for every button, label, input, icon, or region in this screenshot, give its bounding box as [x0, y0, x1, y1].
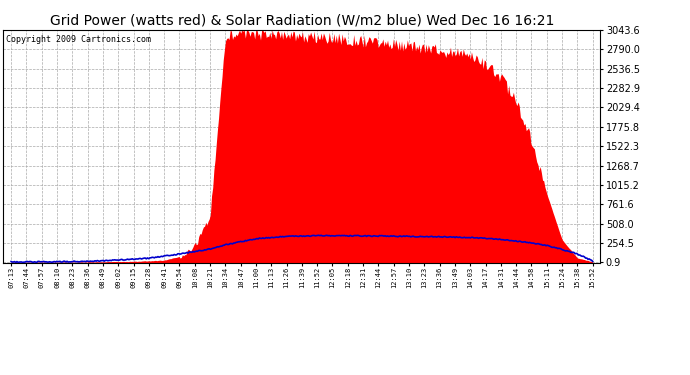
Title: Grid Power (watts red) & Solar Radiation (W/m2 blue) Wed Dec 16 16:21: Grid Power (watts red) & Solar Radiation… [50, 13, 554, 27]
Text: Copyright 2009 Cartronics.com: Copyright 2009 Cartronics.com [6, 34, 151, 44]
